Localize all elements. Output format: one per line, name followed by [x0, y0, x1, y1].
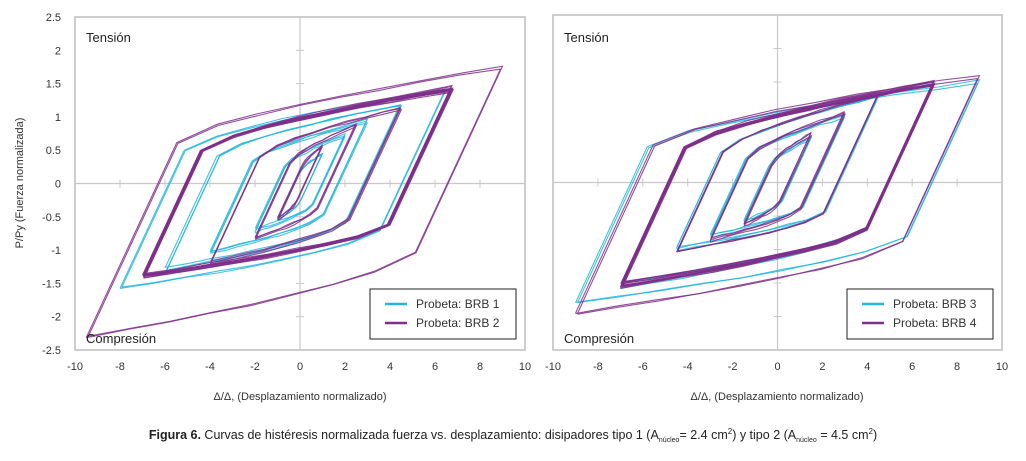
- hysteresis-loop-probeta-brb-4: [743, 132, 812, 225]
- figure-caption: Figura 6. Curvas de histéresis normaliza…: [0, 427, 1026, 445]
- x-tick-label: 4: [387, 361, 393, 373]
- legend-box: [846, 288, 994, 340]
- hysteresis-loop-probeta-brb-1: [255, 136, 346, 231]
- caption-text-a: Curvas de histéresis normalizada fuerza …: [200, 428, 659, 442]
- y-tick-label: 0.5: [46, 145, 61, 157]
- caption-text-b: = 2.4 cm: [679, 428, 728, 442]
- hysteresis-loop-probeta-brb-2: [209, 108, 403, 265]
- x-tick-label: 0: [774, 361, 780, 373]
- legend-label-brb1: Probeta: BRB 1: [416, 297, 500, 311]
- hysteresis-loop-probeta-brb-4: [743, 134, 813, 227]
- x-tick-label: -4: [205, 361, 215, 373]
- x-tick-label: -8: [115, 361, 125, 373]
- y-tick-label: 1.5: [46, 79, 61, 91]
- hysteresis-loop-probeta-brb-2: [254, 125, 358, 240]
- x-tick-label: -6: [638, 361, 648, 373]
- legend-label-brb4: Probeta: BRB 4: [893, 316, 977, 330]
- y-tick-label: 1: [55, 112, 61, 124]
- hysteresis-loop-probeta-brb-2: [210, 107, 401, 262]
- curves: [85, 65, 504, 339]
- annotation-tension: Tensión: [86, 30, 131, 45]
- x-tick-label: 8: [954, 361, 960, 373]
- caption-sup-1: 2: [727, 427, 733, 436]
- annotation-compresion: Compresión: [564, 331, 634, 346]
- axes: [553, 15, 1002, 350]
- hysteresis-loop-probeta-brb-4: [710, 111, 846, 241]
- y-tick-label: -1: [51, 245, 61, 257]
- caption-sub-2: núcleo: [796, 437, 817, 444]
- hysteresis-loop-probeta-brb-2: [277, 145, 323, 220]
- hysteresis-loop-probeta-brb-4: [710, 110, 846, 239]
- hysteresis-loop-probeta-brb-4: [743, 131, 812, 226]
- x-tick-label: 4: [864, 361, 870, 373]
- y-tick-label: 0: [55, 179, 61, 191]
- y-tick-label: -2: [51, 312, 61, 324]
- hysteresis-loop-probeta-brb-2: [277, 146, 323, 221]
- hysteresis-loop-probeta-brb-3: [577, 82, 979, 304]
- x-tick-label: 8: [477, 361, 483, 373]
- hysteresis-loop-probeta-brb-4: [622, 84, 933, 283]
- legend-label-brb2: Probeta: BRB 2: [416, 316, 500, 330]
- figure-label: Figura 6.: [148, 428, 201, 442]
- x-tick-label: -2: [728, 361, 738, 373]
- x-tick-label: -6: [160, 361, 170, 373]
- hysteresis-loop-probeta-brb-4: [709, 113, 846, 243]
- annotation-compresion: Compresión: [86, 331, 156, 346]
- legend-label-brb3: Probeta: BRB 3: [893, 297, 977, 311]
- x-tick-label: 10: [519, 361, 531, 373]
- x-tick-label: 0: [297, 361, 303, 373]
- caption-sup-2: 2: [868, 427, 873, 436]
- x-tick-label: 10: [996, 361, 1008, 373]
- x-tick-label: -4: [683, 361, 693, 373]
- x-tick-label: 6: [432, 361, 438, 373]
- legend: Probeta: BRB 3 Probeta: BRB 4: [846, 288, 994, 340]
- y-tick-label: -1.5: [42, 278, 61, 290]
- caption-text-d: = 4.5 cm: [816, 428, 869, 442]
- y-tick-label: 2: [55, 45, 61, 57]
- chart-right: Tensión Compresión Probeta: BRB 3 Probet…: [545, 14, 1008, 403]
- x-tick-label: 2: [819, 361, 825, 373]
- x-axis-label: Δ/Δ, (Desplazamiento normalizado): [213, 391, 386, 403]
- x-tick-label: -10: [545, 361, 561, 373]
- chart-left: Tensión Compresión Probeta: BRB 1 Probet…: [14, 12, 531, 403]
- hysteresis-loop-probeta-brb-2: [144, 88, 452, 278]
- caption-sub-1: núcleo: [658, 437, 680, 444]
- hysteresis-loop-probeta-brb-2: [87, 68, 502, 337]
- x-tick-label: 6: [909, 361, 915, 373]
- hysteresis-loop-probeta-brb-1: [210, 122, 369, 255]
- x-tick-label: -10: [67, 361, 83, 373]
- y-tick-label: 2.5: [46, 12, 61, 24]
- axes: [75, 17, 525, 350]
- hysteresis-loop-probeta-brb-4: [577, 77, 979, 315]
- y-tick-label: -0.5: [42, 212, 61, 224]
- curves: [575, 75, 981, 315]
- x-tick-label: 2: [342, 361, 348, 373]
- x-tick-label: -2: [250, 361, 260, 373]
- hysteresis-loop-probeta-brb-2: [144, 89, 452, 276]
- x-axis-label: Δ/Δ, (Desplazamiento normalizado): [690, 391, 863, 403]
- x-tick-label: -8: [593, 361, 603, 373]
- caption-text-e: ): [872, 428, 878, 442]
- legend: Probeta: BRB 1 Probeta: BRB 2: [369, 288, 517, 340]
- y-tick-label: -2.5: [42, 345, 61, 357]
- caption-text-c: ) y tipo 2 (A: [732, 428, 797, 442]
- hysteresis-loop-probeta-brb-2: [255, 122, 357, 238]
- y-axis-label: P/Py (Fuerza normalizada): [14, 118, 26, 249]
- hysteresis-loop-probeta-brb-1: [210, 120, 368, 252]
- legend-box: [369, 288, 517, 340]
- annotation-tension: Tensión: [564, 30, 609, 45]
